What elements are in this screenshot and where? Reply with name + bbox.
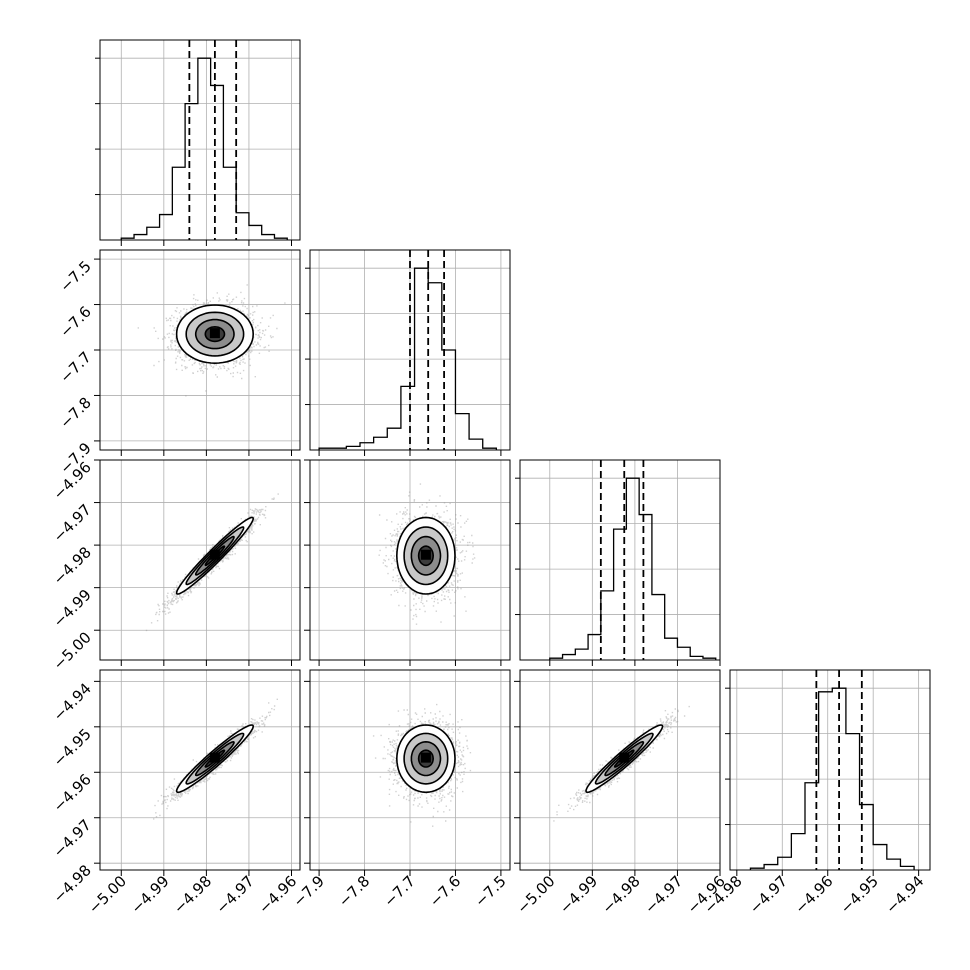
histogram-step (749, 687, 915, 870)
histogram-step (549, 477, 717, 660)
y-tick-label: −4.96 (50, 770, 95, 815)
x-tick-label: −4.97 (746, 872, 791, 917)
histogram-panel-3: −4.98 −4.97 −4.96 −4.95 −4.94 (700, 669, 931, 917)
density-contour (594, 732, 654, 785)
density-contour (613, 749, 635, 768)
density-contour (175, 724, 255, 794)
x-tick-label: −4.98 (598, 872, 643, 917)
y-tick-label: −4.97 (50, 501, 95, 546)
panel-frame (729, 669, 931, 871)
density-contour (204, 325, 226, 343)
density-contour (417, 545, 435, 567)
x-tick-label: −4.99 (556, 872, 601, 917)
x-tick-label: −4.95 (837, 872, 882, 917)
density-contour (403, 526, 449, 586)
x-tick-label: −4.97 (213, 872, 258, 917)
density-contour (185, 732, 245, 785)
x-tick-label: −4.96 (791, 872, 836, 917)
histogram-panel-0 (95, 39, 301, 246)
density-contour (175, 516, 255, 595)
density-contour (585, 724, 664, 794)
histogram-step (318, 267, 498, 450)
y-tick-label: −4.98 (50, 861, 95, 906)
density-contour (194, 740, 235, 777)
density-contour (417, 749, 435, 768)
x-tick-label: −5.00 (85, 872, 130, 917)
density-peak (420, 752, 431, 763)
joint-panel-1-2 (304, 459, 511, 666)
density-contour (204, 545, 226, 567)
y-tick-label: −4.95 (50, 725, 95, 770)
density-peak (420, 549, 431, 560)
joint-panel-0-1: −7.9−7.8−7.7−7.6−7.5 (56, 249, 301, 478)
x-tick-label: −7.5 (471, 872, 509, 910)
x-tick-label: −7.6 (426, 872, 464, 910)
y-tick-label: −7.5 (56, 257, 94, 295)
histogram-step (120, 57, 288, 240)
y-tick-label: −7.8 (56, 394, 94, 432)
x-tick-label: −5.00 (513, 872, 558, 917)
density-contour (403, 732, 449, 785)
x-tick-label: −4.97 (641, 872, 686, 917)
density-peak (619, 752, 630, 763)
y-tick-label: −4.98 (50, 543, 95, 588)
y-tick-label: −4.99 (50, 586, 95, 631)
joint-panel-0-2: −5.00−4.99−4.98−4.97−4.96 (50, 458, 301, 674)
density-peak (209, 752, 220, 763)
density-contour (410, 535, 442, 576)
panel-frame (99, 39, 301, 241)
density-contour (395, 516, 456, 595)
density-contour (194, 318, 235, 350)
panel-frame (99, 459, 301, 661)
density-peak (209, 549, 220, 560)
density-contour (175, 304, 255, 365)
density-contour (410, 740, 442, 777)
x-tick-label: −7.9 (289, 872, 327, 910)
density-contour (185, 311, 245, 357)
y-tick-label: −7.6 (56, 303, 94, 341)
x-tick-label: −7.8 (335, 872, 373, 910)
panel-frame (519, 459, 721, 661)
y-tick-label: −4.97 (50, 816, 95, 861)
x-tick-label: −7.7 (380, 872, 418, 910)
y-tick-label: −5.00 (50, 628, 95, 673)
x-tick-label: −4.94 (882, 872, 927, 917)
panel-frame (519, 669, 721, 871)
y-tick-label: −4.94 (50, 679, 95, 724)
histogram-panel-2 (515, 459, 721, 666)
x-tick-label: −4.99 (127, 872, 172, 917)
x-tick-label: −4.98 (170, 872, 215, 917)
density-contour (194, 535, 235, 576)
density-peak (209, 328, 220, 339)
joint-panel-2-3: −5.00−4.99−4.98−4.97−4.96 (513, 669, 729, 917)
joint-panel-1-3: −7.9 −7.8 −7.7 −7.6 −7.5 (289, 669, 511, 911)
y-tick-label: −7.7 (56, 348, 94, 386)
panel-frame (99, 669, 301, 871)
density-contour (395, 724, 456, 794)
density-contour (604, 740, 645, 777)
joint-panel-0-3: −5.00−4.99−4.98−4.97−4.96−4.98−4.97−4.96… (50, 669, 301, 917)
density-contour (185, 526, 245, 586)
histogram-panel-1 (305, 249, 511, 456)
density-contour (204, 749, 226, 768)
